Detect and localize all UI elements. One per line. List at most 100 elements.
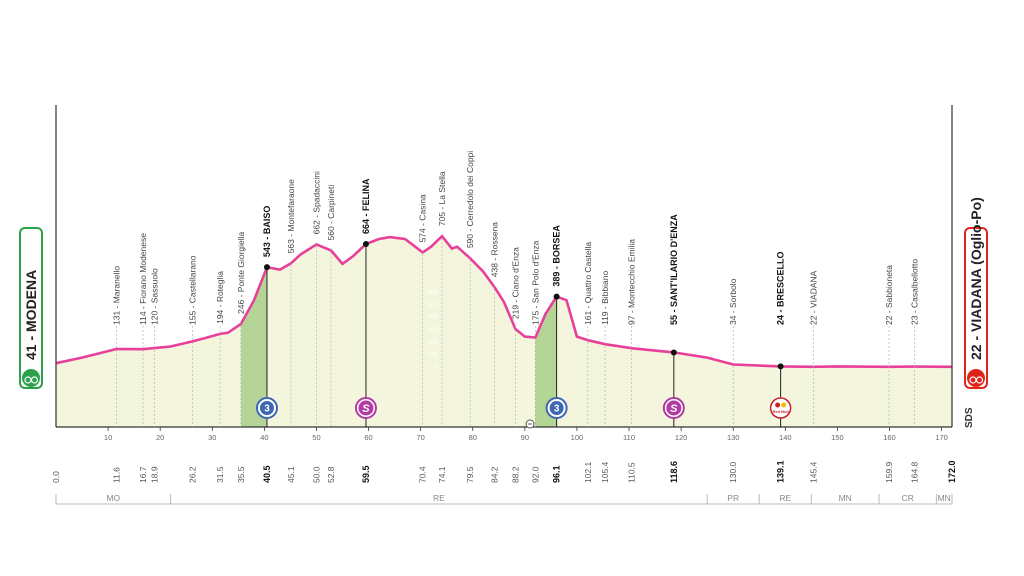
bonus-marker-label: Red Bull: [772, 409, 788, 414]
tick-label: 140: [779, 433, 792, 442]
kom-marker-label: 3: [554, 404, 560, 415]
waypoint-km: 26.2: [187, 466, 197, 483]
elevation-area: [56, 236, 952, 427]
region-label: RE: [433, 493, 445, 503]
tick-label: 80: [469, 433, 477, 442]
waypoint-dot: [670, 349, 677, 356]
waypoint-label: 574 - Casina: [418, 194, 428, 242]
waypoint-km: 92.0: [530, 466, 540, 483]
tick-label: 10: [104, 433, 112, 442]
waypoint-label: 664 - FELINA: [361, 178, 371, 234]
waypoint-label: 161 - Quattro Castella: [583, 242, 593, 325]
kom-marker-core: [549, 401, 564, 415]
waypoint-label: 97 - Montecchio Emilia: [627, 239, 637, 325]
region-label: RE: [779, 493, 791, 503]
waypoint-label: 563 - Montefaraone: [286, 179, 296, 253]
waypoint-km: 74.1: [437, 466, 447, 483]
waypoint-km: 59.5: [361, 465, 371, 483]
waypoint-km: 35.5: [236, 466, 246, 483]
waypoint-dot: [553, 293, 560, 300]
regions-bar: MO RE PR RE MN CR MN: [55, 493, 953, 505]
waypoint-label: 34 - Sorbolo: [728, 278, 738, 325]
tick-label: 20: [156, 433, 164, 442]
waypoint-km: 130.0: [728, 461, 738, 483]
elevation-scale: 600 500 400 300 200 100 0: [428, 290, 439, 371]
waypoint-km: 139.1: [776, 460, 786, 483]
waypoint-label: 246 - Ponte Giorgiella: [236, 231, 246, 313]
start-label: 41 - MODENA: [23, 270, 39, 360]
waypoint-label: 219 - Ciano d'Enza: [510, 247, 520, 319]
elevation-scale-label: 0: [435, 365, 439, 371]
start-label-box: [19, 227, 43, 389]
waypoint-km: 110.5: [627, 462, 637, 483]
waypoint-km: 88.2: [510, 466, 520, 483]
tick-label: 150: [831, 433, 844, 442]
finish-label: 22 - VIADANA (Oglio-Po): [968, 197, 984, 360]
region-label: MN: [938, 493, 951, 503]
kom-marker-label: 3: [264, 404, 270, 415]
sprint-marker-label: S: [670, 403, 678, 415]
tick-label: 120: [675, 433, 688, 442]
bonus-marker-sun: [781, 402, 787, 408]
sprint-marker-core: [358, 400, 374, 416]
tick-label: 30: [208, 433, 216, 442]
tick-label: 110: [623, 433, 635, 442]
waypoint-km: 31.5: [215, 466, 225, 483]
markers: 3 S 3 S Red Bull: [255, 397, 792, 429]
corner-mark: SDS: [964, 407, 975, 428]
region-label: MN: [839, 493, 852, 503]
waypoint-label: 175 - San Polo d'Enza: [530, 240, 540, 325]
x-axis-ticks: 10 20 30 40 50 60 70 80 90 100 110 120 130 140 150 160 1…: [104, 427, 948, 442]
waypoint-km: 16.7: [138, 466, 148, 483]
sprint-marker-label: S: [362, 403, 370, 415]
waypoint-dot: [777, 363, 784, 370]
finish-label-box: [964, 227, 988, 389]
waypoint-km: 159.9: [884, 461, 894, 483]
waypoint-label: 22 - VIADANA: [808, 270, 818, 325]
waypoint-label: 22 - Sabbioneta: [884, 265, 894, 325]
waypoint-label: 155 - Castellarano: [187, 255, 197, 325]
waypoint-km: 11.6: [111, 467, 121, 483]
waypoint-km: 145.4: [808, 461, 818, 483]
waypoint-km: 118.6: [669, 461, 679, 483]
waypoint-km: 50.0: [311, 466, 321, 483]
waypoint-label: 119 - Bibbiano: [600, 271, 610, 325]
waypoint-km: 84.2: [490, 466, 500, 483]
waypoint-km: 18.9: [149, 466, 159, 483]
waypoint-label: 560 - Carpineti: [326, 185, 336, 241]
elevation-line: [55, 234, 953, 369]
start-finish-labels: 41 - MODENA 22 - VIADANA (Oglio-Po) SDS: [19, 197, 988, 428]
climb-areas: [240, 267, 557, 427]
waypoint-label: 23 - Casalbellotto: [909, 259, 919, 325]
sprint-marker-core: [666, 400, 682, 416]
kom-marker-core: [259, 401, 274, 415]
elevation-scale-label: 400: [428, 315, 439, 321]
waypoint-label: 662 - Spadaccini: [311, 171, 321, 234]
tick-label: 130: [727, 433, 740, 442]
tick-label: 40: [260, 433, 268, 442]
elevation-scale-label: 100: [428, 353, 439, 359]
waypoint-label: 389 - BORSEA: [552, 225, 562, 287]
bonus-marker-bull: [775, 402, 781, 408]
bonus-marker-band: [773, 405, 788, 411]
climb-area: [535, 296, 557, 427]
waypoint-km: 102.1: [583, 461, 593, 483]
waypoint-km: 0.0: [51, 471, 61, 483]
climb-area: [240, 267, 267, 427]
waypoint-label: 131 - Maranello: [111, 266, 121, 325]
elevation-scale-label: 200: [428, 340, 439, 346]
waypoint-km: 79.5: [465, 466, 475, 483]
waypoint-km: 172.0: [947, 460, 957, 483]
tick-label: 50: [312, 433, 320, 442]
waypoint-label: 543 - BAISO: [262, 206, 272, 258]
waypoint-label: 24 - BRESCELLO: [776, 251, 786, 325]
elevation-scale-label: 500: [428, 303, 439, 309]
waypoint-km: 52.8: [326, 466, 336, 483]
tick-label: 70: [416, 433, 424, 442]
waypoint-km: 70.4: [418, 466, 428, 483]
finish-icon-wheel: [975, 376, 984, 384]
waypoint-km: 40.5: [262, 465, 272, 483]
tick-label: 170: [935, 433, 948, 442]
tick-label: 60: [364, 433, 372, 442]
